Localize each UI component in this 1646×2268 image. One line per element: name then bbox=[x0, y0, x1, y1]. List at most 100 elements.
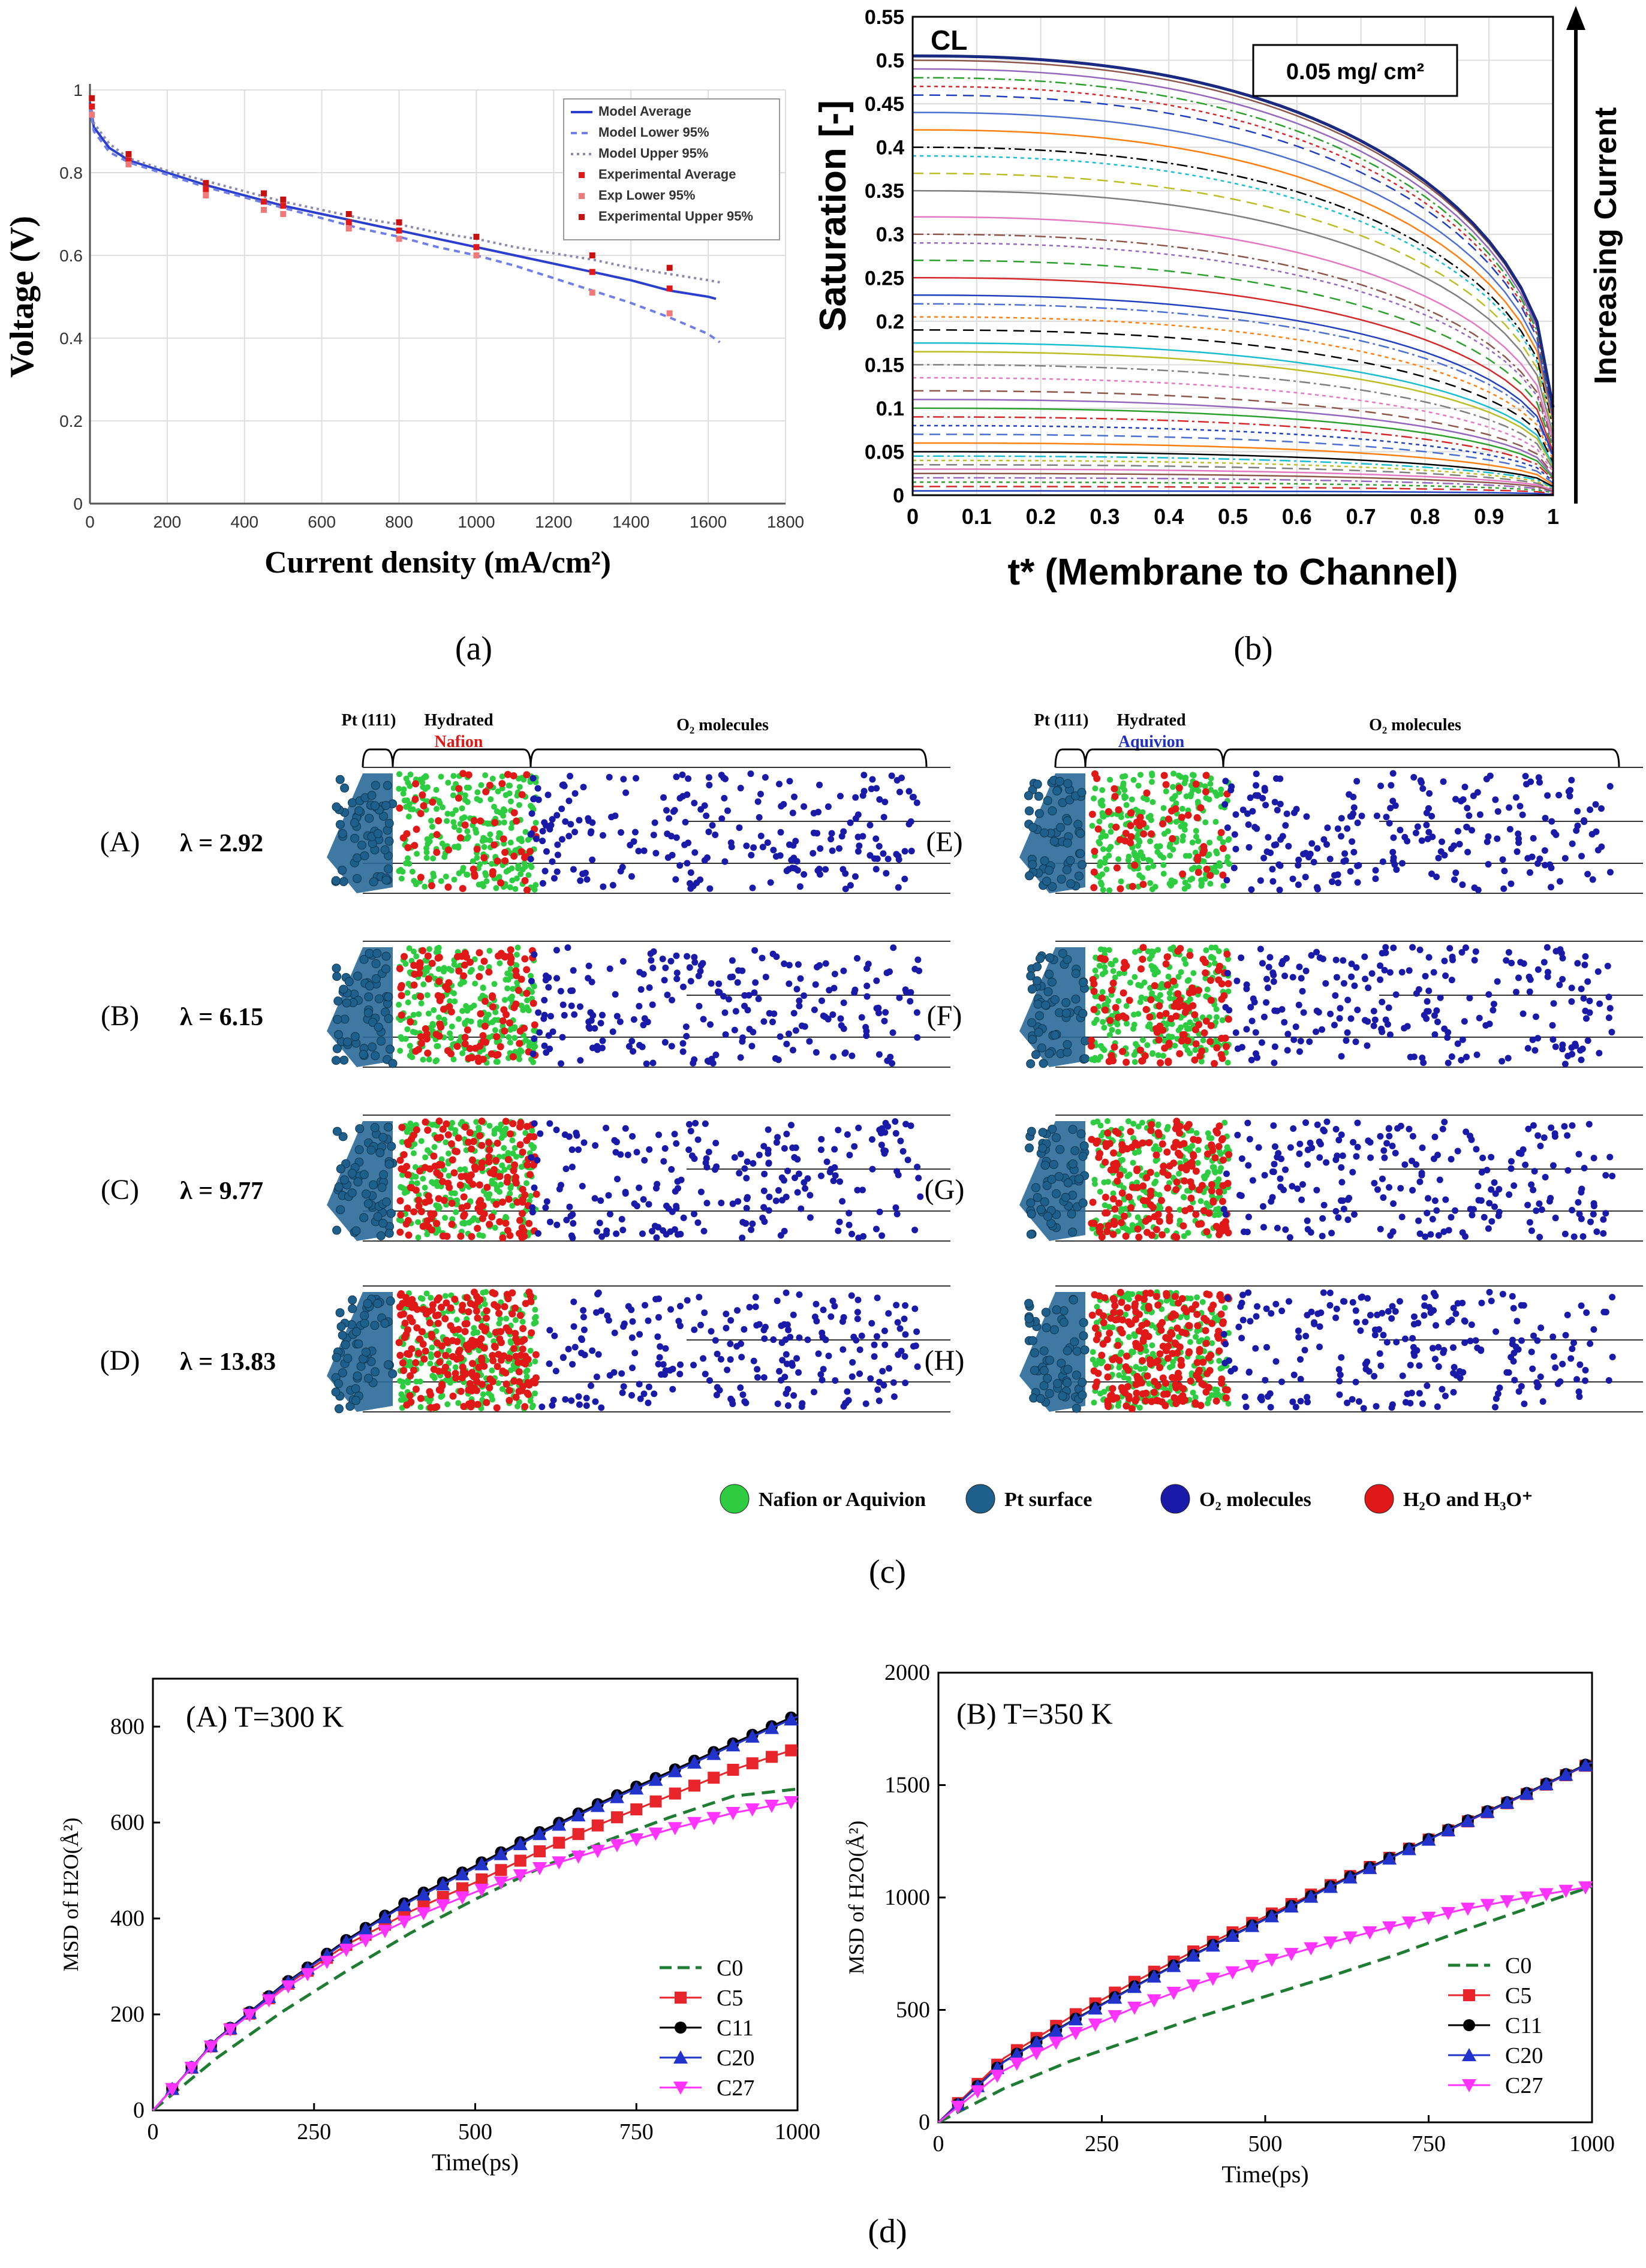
water-molecule bbox=[498, 1198, 506, 1206]
o2-molecule bbox=[1381, 966, 1388, 974]
o2-molecule bbox=[825, 1353, 832, 1360]
water-molecule bbox=[517, 848, 525, 856]
o2-molecule bbox=[691, 799, 698, 806]
o2-molecule bbox=[1269, 1194, 1276, 1201]
water-molecule bbox=[1127, 1204, 1135, 1212]
o2-molecule bbox=[889, 1060, 896, 1067]
water-molecule bbox=[1174, 990, 1182, 998]
o2-molecule bbox=[793, 858, 801, 865]
water-molecule bbox=[456, 834, 464, 842]
o2-molecule bbox=[759, 844, 766, 851]
water-molecule bbox=[491, 841, 498, 849]
o2-molecule bbox=[850, 1333, 857, 1341]
ionomer-atom bbox=[1181, 956, 1187, 963]
o2-molecule bbox=[1589, 876, 1596, 883]
o2-molecule bbox=[1499, 856, 1506, 863]
water-molecule bbox=[1113, 864, 1121, 872]
o2-molecule bbox=[1253, 770, 1260, 778]
pt-atom bbox=[357, 841, 366, 850]
legend-label: Model Lower 95% bbox=[598, 125, 709, 140]
o2-molecule bbox=[774, 1297, 781, 1305]
ionomer-atom bbox=[1099, 881, 1105, 888]
o2-molecule bbox=[902, 1121, 910, 1128]
water-molecule bbox=[447, 1140, 455, 1147]
pt-atom bbox=[1050, 995, 1060, 1004]
water-molecule bbox=[1166, 1217, 1173, 1225]
o2-molecule bbox=[1451, 876, 1458, 883]
o2-molecule bbox=[840, 967, 847, 974]
water-molecule bbox=[410, 1366, 417, 1374]
o2-molecule bbox=[746, 1303, 753, 1311]
ionomer-atom bbox=[1130, 1011, 1137, 1018]
o2-molecule bbox=[1435, 854, 1442, 862]
water-molecule bbox=[1173, 1118, 1181, 1125]
o2-molecule bbox=[1574, 808, 1581, 815]
water-molecule bbox=[1202, 788, 1209, 796]
o2-molecule bbox=[1390, 1200, 1397, 1207]
water-molecule bbox=[1159, 1168, 1167, 1176]
o2-molecule bbox=[905, 821, 913, 828]
o2-molecule bbox=[663, 1231, 670, 1238]
o2-molecule bbox=[1445, 1029, 1452, 1036]
o2-molecule bbox=[1430, 969, 1437, 976]
o2-molecule bbox=[1336, 1015, 1343, 1022]
o2-molecule bbox=[1383, 1140, 1391, 1147]
o2-molecule bbox=[1350, 804, 1358, 811]
row-label: (F) bbox=[927, 1000, 962, 1032]
o2-molecule bbox=[1459, 881, 1466, 888]
o2-molecule bbox=[630, 1048, 637, 1055]
o2-molecule bbox=[708, 1328, 715, 1335]
loading-box bbox=[1252, 44, 1458, 97]
data-point bbox=[261, 207, 267, 213]
o2-molecule bbox=[1329, 878, 1336, 885]
o2-molecule bbox=[1331, 1022, 1338, 1029]
pt-atom bbox=[1061, 1008, 1071, 1018]
ionomer-atom bbox=[520, 776, 527, 783]
ionomer-atom bbox=[1181, 885, 1188, 892]
y-tick-label: 0.3 bbox=[876, 224, 904, 246]
ionomer-atom bbox=[453, 1317, 460, 1323]
pt-atom bbox=[377, 1037, 386, 1046]
o2-molecule bbox=[1269, 866, 1276, 873]
o2-molecule bbox=[1508, 959, 1515, 966]
o2-molecule bbox=[783, 1040, 790, 1047]
y-tick-label: 0.6 bbox=[59, 246, 83, 265]
water-molecule bbox=[470, 1384, 478, 1392]
o2-molecule bbox=[1377, 962, 1384, 969]
o2-molecule bbox=[736, 1170, 743, 1177]
saturation-curve bbox=[912, 416, 1554, 480]
water-molecule bbox=[419, 1340, 427, 1348]
water-molecule bbox=[424, 952, 432, 960]
water-molecule bbox=[1102, 1209, 1109, 1217]
water-molecule bbox=[1127, 1128, 1135, 1135]
o2-molecule bbox=[543, 1198, 550, 1205]
o2-molecule bbox=[1296, 963, 1303, 971]
o2-molecule bbox=[1466, 995, 1473, 1002]
o2-molecule bbox=[1384, 1021, 1391, 1028]
water-molecule bbox=[396, 1291, 404, 1299]
ionomer-atom bbox=[1179, 837, 1186, 844]
o2-molecule bbox=[859, 1186, 866, 1194]
o2-molecule bbox=[848, 1373, 856, 1380]
o2-molecule bbox=[1349, 1168, 1356, 1176]
o2-molecule bbox=[618, 1370, 625, 1377]
o2-molecule bbox=[748, 1043, 756, 1050]
o2-molecule bbox=[1349, 838, 1356, 845]
ionomer-atom bbox=[450, 792, 456, 799]
pt-atom bbox=[1033, 962, 1042, 972]
o2-molecule bbox=[1507, 880, 1515, 887]
ionomer-atom bbox=[532, 1306, 538, 1313]
o2-molecule bbox=[553, 868, 561, 875]
ionomer-atom bbox=[519, 1318, 526, 1325]
water-molecule bbox=[1090, 1005, 1098, 1013]
ionomer-atom bbox=[522, 1130, 529, 1136]
o2-molecule bbox=[671, 1226, 678, 1233]
o2-molecule bbox=[1570, 1233, 1578, 1240]
o2-molecule bbox=[622, 789, 630, 796]
o2-molecule bbox=[1353, 1153, 1360, 1160]
o2-molecule bbox=[1323, 841, 1331, 848]
o2-molecule bbox=[1368, 970, 1376, 977]
o2-molecule bbox=[739, 1391, 747, 1398]
o2-molecule bbox=[680, 983, 687, 990]
o2-molecule bbox=[685, 775, 692, 782]
